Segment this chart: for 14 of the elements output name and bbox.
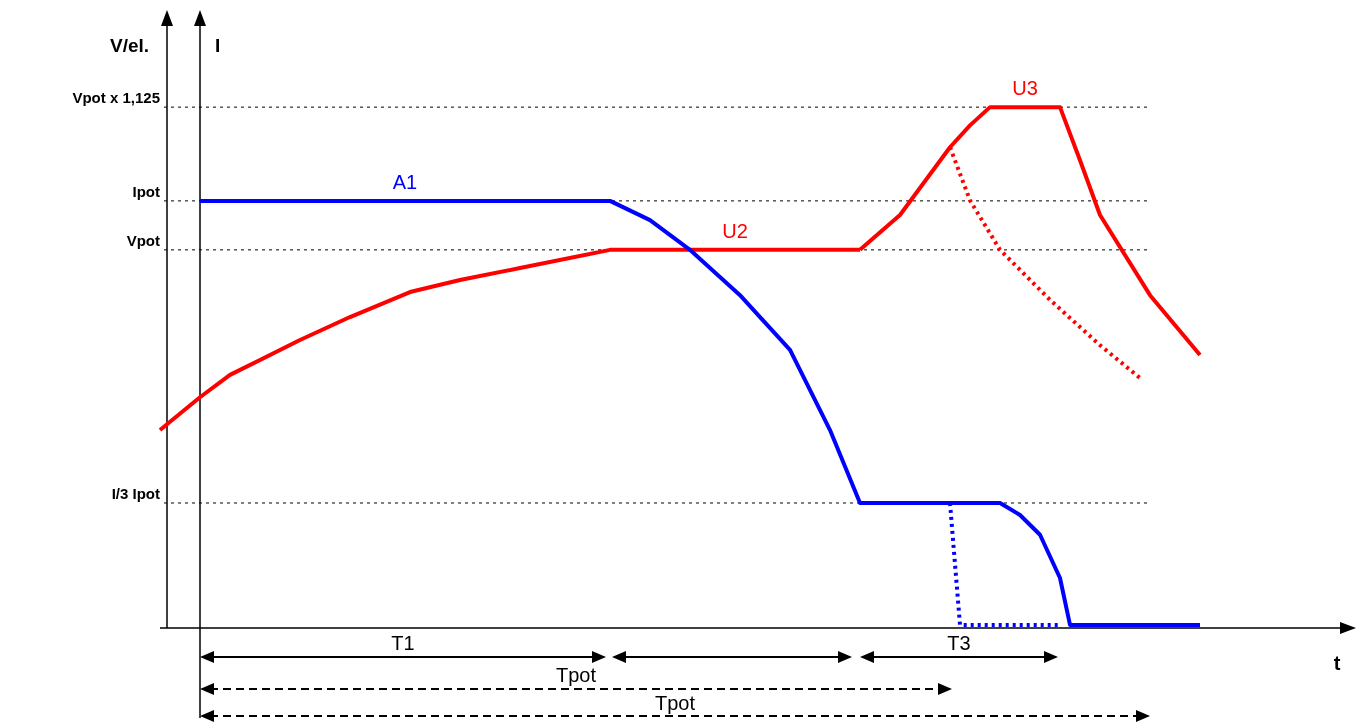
ref-line-label: Vpot x 1,125 [72, 89, 160, 107]
text: Tpot [654, 692, 696, 715]
y2-axis-title: I [215, 35, 221, 56]
ref-line-label: Ipot [132, 182, 160, 200]
ref-line-label: Vpot [126, 231, 160, 249]
series-label: A1 [392, 170, 418, 193]
series-label: U2 [722, 219, 748, 242]
text: T3 [947, 632, 971, 655]
y-axis-title: V/el. [110, 35, 150, 56]
ref-line-label: I/3 Ipot [111, 484, 160, 502]
text: t [1333, 652, 1341, 675]
series-label: U3 [1012, 77, 1038, 100]
text: Tpot [555, 664, 597, 687]
text: T1 [391, 632, 415, 655]
